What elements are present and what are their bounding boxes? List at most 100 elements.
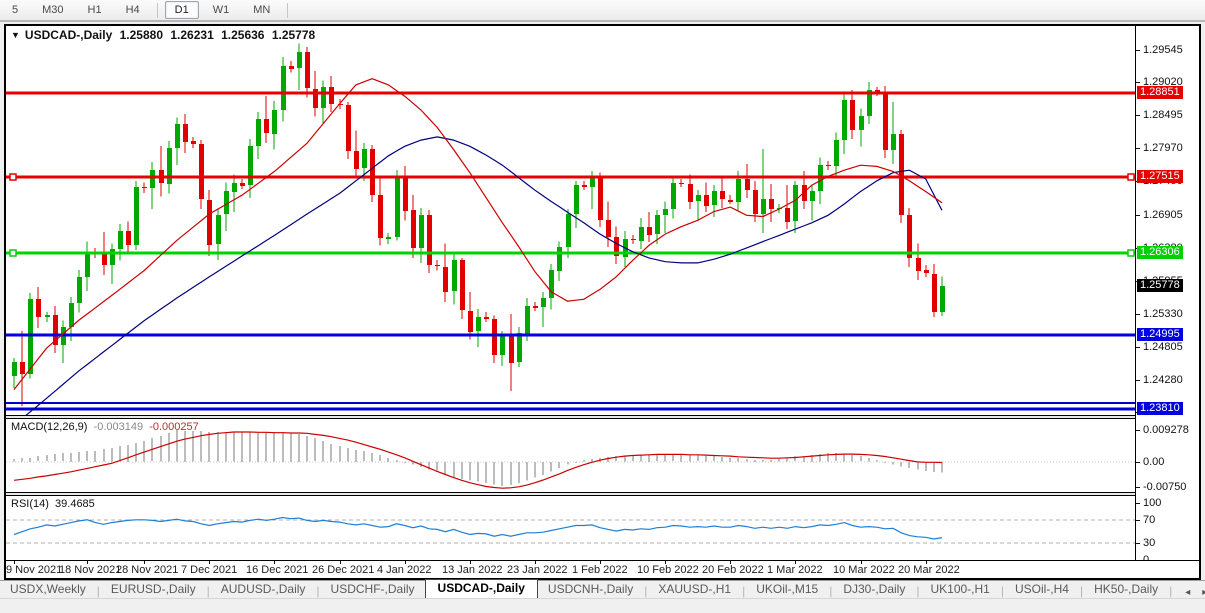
date-axis-label: 28 Nov 2021 xyxy=(116,564,179,576)
rsi-canvas xyxy=(6,516,1135,544)
date-tick xyxy=(535,561,536,564)
date-tick xyxy=(470,561,471,564)
date-tick xyxy=(209,561,210,564)
symbol-tab-ukoil-m15[interactable]: UKOil-,M15 xyxy=(756,582,819,596)
chart-title: ▼ USDCAD-,Daily 1.25880 1.26231 1.25636 1… xyxy=(11,28,315,42)
rsi-axis-label: 100 xyxy=(1143,497,1162,509)
date-tick xyxy=(14,561,15,564)
macd-indicator-pane[interactable] xyxy=(6,419,1135,492)
tab-separator: | xyxy=(206,584,210,598)
date-axis-label: 1 Feb 2022 xyxy=(572,564,628,576)
price-axis-label: 1.24805 xyxy=(1143,341,1183,353)
chart-symbol-period: USDCAD-,Daily xyxy=(24,28,113,42)
date-axis-label: 13 Jan 2022 xyxy=(442,564,503,576)
toolbar-separator xyxy=(156,2,158,18)
level-price-badge: 1.24995 xyxy=(1137,328,1183,341)
symbol-tab-usdcnh-daily[interactable]: USDCNH-,Daily xyxy=(547,582,634,596)
status-strip xyxy=(0,598,1205,613)
rsi-name: RSI(14) xyxy=(11,498,49,510)
macd-name: MACD(12,26,9) xyxy=(11,421,88,433)
date-tick xyxy=(600,561,601,564)
date-tick xyxy=(665,561,666,564)
ohlc-high: 1.26231 xyxy=(170,28,214,42)
date-tick xyxy=(795,561,796,564)
date-axis[interactable]: 9 Nov 2021 18 Nov 2021 28 Nov 2021 7 Dec 20… xyxy=(6,560,1199,578)
symbol-tab-usdx-weekly[interactable]: USDX,Weekly xyxy=(10,582,86,596)
price-axis-label-tick xyxy=(1136,380,1140,381)
macd-axis-label: 0.00 xyxy=(1143,456,1165,468)
timeframe-button-m30[interactable]: M30 xyxy=(42,4,64,16)
chart-window: ▼ USDCAD-,Daily 1.25880 1.26231 1.25636 1… xyxy=(4,24,1201,580)
timeframe-toolbar: 5 M30 H1 H4 D1 W1 MN xyxy=(0,0,1205,22)
hline-handle[interactable] xyxy=(1127,249,1135,257)
macd-axis-label: -0.00750 xyxy=(1143,481,1187,493)
price-axis-label-tick xyxy=(1136,115,1140,116)
rsi-axis-label: 70 xyxy=(1143,514,1156,526)
pane-splitter-rsi[interactable] xyxy=(6,492,1199,496)
symbol-tab-dj30-daily[interactable]: DJ30-,Daily xyxy=(843,582,906,596)
date-axis-label: 1 Mar 2022 xyxy=(767,564,823,576)
macd-label: MACD(12,26,9) -0.003149 -0.000257 xyxy=(11,421,199,433)
hline-handle[interactable] xyxy=(1127,173,1135,181)
level-price-badge: 1.27515 xyxy=(1137,170,1183,183)
level-price-badge: 1.26306 xyxy=(1137,246,1183,259)
rsi-value: 39.4685 xyxy=(55,498,95,510)
date-tick xyxy=(340,561,341,564)
macd-signal-value: -0.000257 xyxy=(149,421,199,433)
timeframe-button-h1[interactable]: H1 xyxy=(87,4,102,16)
chart-dropdown-arrow-icon[interactable]: ▼ xyxy=(11,30,20,40)
symbol-tab-usoil-h4[interactable]: USOil-,H4 xyxy=(1014,582,1069,596)
date-axis-label: 18 Nov 2021 xyxy=(59,564,122,576)
symbol-tab-usdcad-daily[interactable]: USDCAD-,Daily xyxy=(424,579,538,598)
timeframe-button-h4[interactable]: H4 xyxy=(125,4,140,16)
hline-handle[interactable] xyxy=(9,173,17,181)
symbol-tab-uk100-h1[interactable]: UK100-,H1 xyxy=(930,582,990,596)
tab-separator: | xyxy=(1169,584,1173,598)
timeframe-button-w1[interactable]: W1 xyxy=(212,4,230,16)
date-tick xyxy=(405,561,406,564)
symbol-tab-usdchf-daily[interactable]: USDCHF-,Daily xyxy=(330,582,415,596)
date-tick xyxy=(144,561,145,564)
tabs-scroll-left-icon[interactable]: ◂ xyxy=(1185,587,1191,598)
macd-axis-label-tick xyxy=(1136,462,1140,463)
hline-handle[interactable] xyxy=(9,249,17,257)
price-axis[interactable]: 1.295451.290201.284951.279701.274501.269… xyxy=(1135,26,1199,566)
tabs-scroll-right-icon[interactable]: ▸ xyxy=(1202,587,1205,598)
symbol-tab-audusd-daily[interactable]: AUDUSD-,Daily xyxy=(220,582,306,596)
pane-splitter-macd[interactable] xyxy=(6,415,1199,419)
date-axis-label: 20 Mar 2022 xyxy=(898,564,960,576)
price-axis-label: 1.26905 xyxy=(1143,209,1183,221)
timeframe-button-d1[interactable]: D1 xyxy=(164,1,199,19)
level-price-badge: 1.23810 xyxy=(1137,402,1183,415)
symbol-tab-hk50-daily[interactable]: HK50-,Daily xyxy=(1094,582,1159,596)
date-axis-label: 16 Dec 2021 xyxy=(246,564,309,576)
rsi-indicator-pane[interactable] xyxy=(6,496,1135,560)
timeframe-button-mn[interactable]: MN xyxy=(253,4,271,16)
price-axis-label-tick xyxy=(1136,215,1140,216)
price-axis-label: 1.29020 xyxy=(1143,76,1183,88)
macd-axis-label: 0.009278 xyxy=(1143,424,1189,436)
price-axis-label: 1.29545 xyxy=(1143,44,1183,56)
ohlc-open: 1.25880 xyxy=(119,28,164,42)
symbol-tab-xauusd-h1[interactable]: XAUUSD-,H1 xyxy=(658,582,732,596)
rsi-axis-label: 30 xyxy=(1143,537,1156,549)
price-axis-label: 1.28495 xyxy=(1143,109,1183,121)
timeframe-button-5[interactable]: 5 xyxy=(12,4,19,16)
macd-axis-label-tick xyxy=(1136,487,1140,488)
price-axis-label-tick xyxy=(1136,148,1140,149)
tab-separator: | xyxy=(316,584,320,598)
price-axis-label-tick xyxy=(1136,50,1140,51)
price-axis-label-tick xyxy=(1136,347,1140,348)
date-tick xyxy=(926,561,927,564)
rsi-axis-label-tick xyxy=(1136,520,1140,521)
rsi-axis-label-tick xyxy=(1136,543,1140,544)
date-axis-label: 7 Dec 2021 xyxy=(181,564,238,576)
tab-separator: | xyxy=(829,584,833,598)
price-axis-label: 1.27970 xyxy=(1143,142,1183,154)
date-tick xyxy=(861,561,862,564)
symbol-tab-eurusd-daily[interactable]: EURUSD-,Daily xyxy=(110,582,196,596)
symbol-tab-bar: USDX,Weekly | EURUSD-,Daily | AUDUSD-,Daily |… xyxy=(0,579,1205,598)
date-axis-label: 9 Nov 2021 xyxy=(6,564,63,576)
price-chart-pane[interactable] xyxy=(6,26,1135,415)
date-axis-label: 10 Mar 2022 xyxy=(833,564,895,576)
